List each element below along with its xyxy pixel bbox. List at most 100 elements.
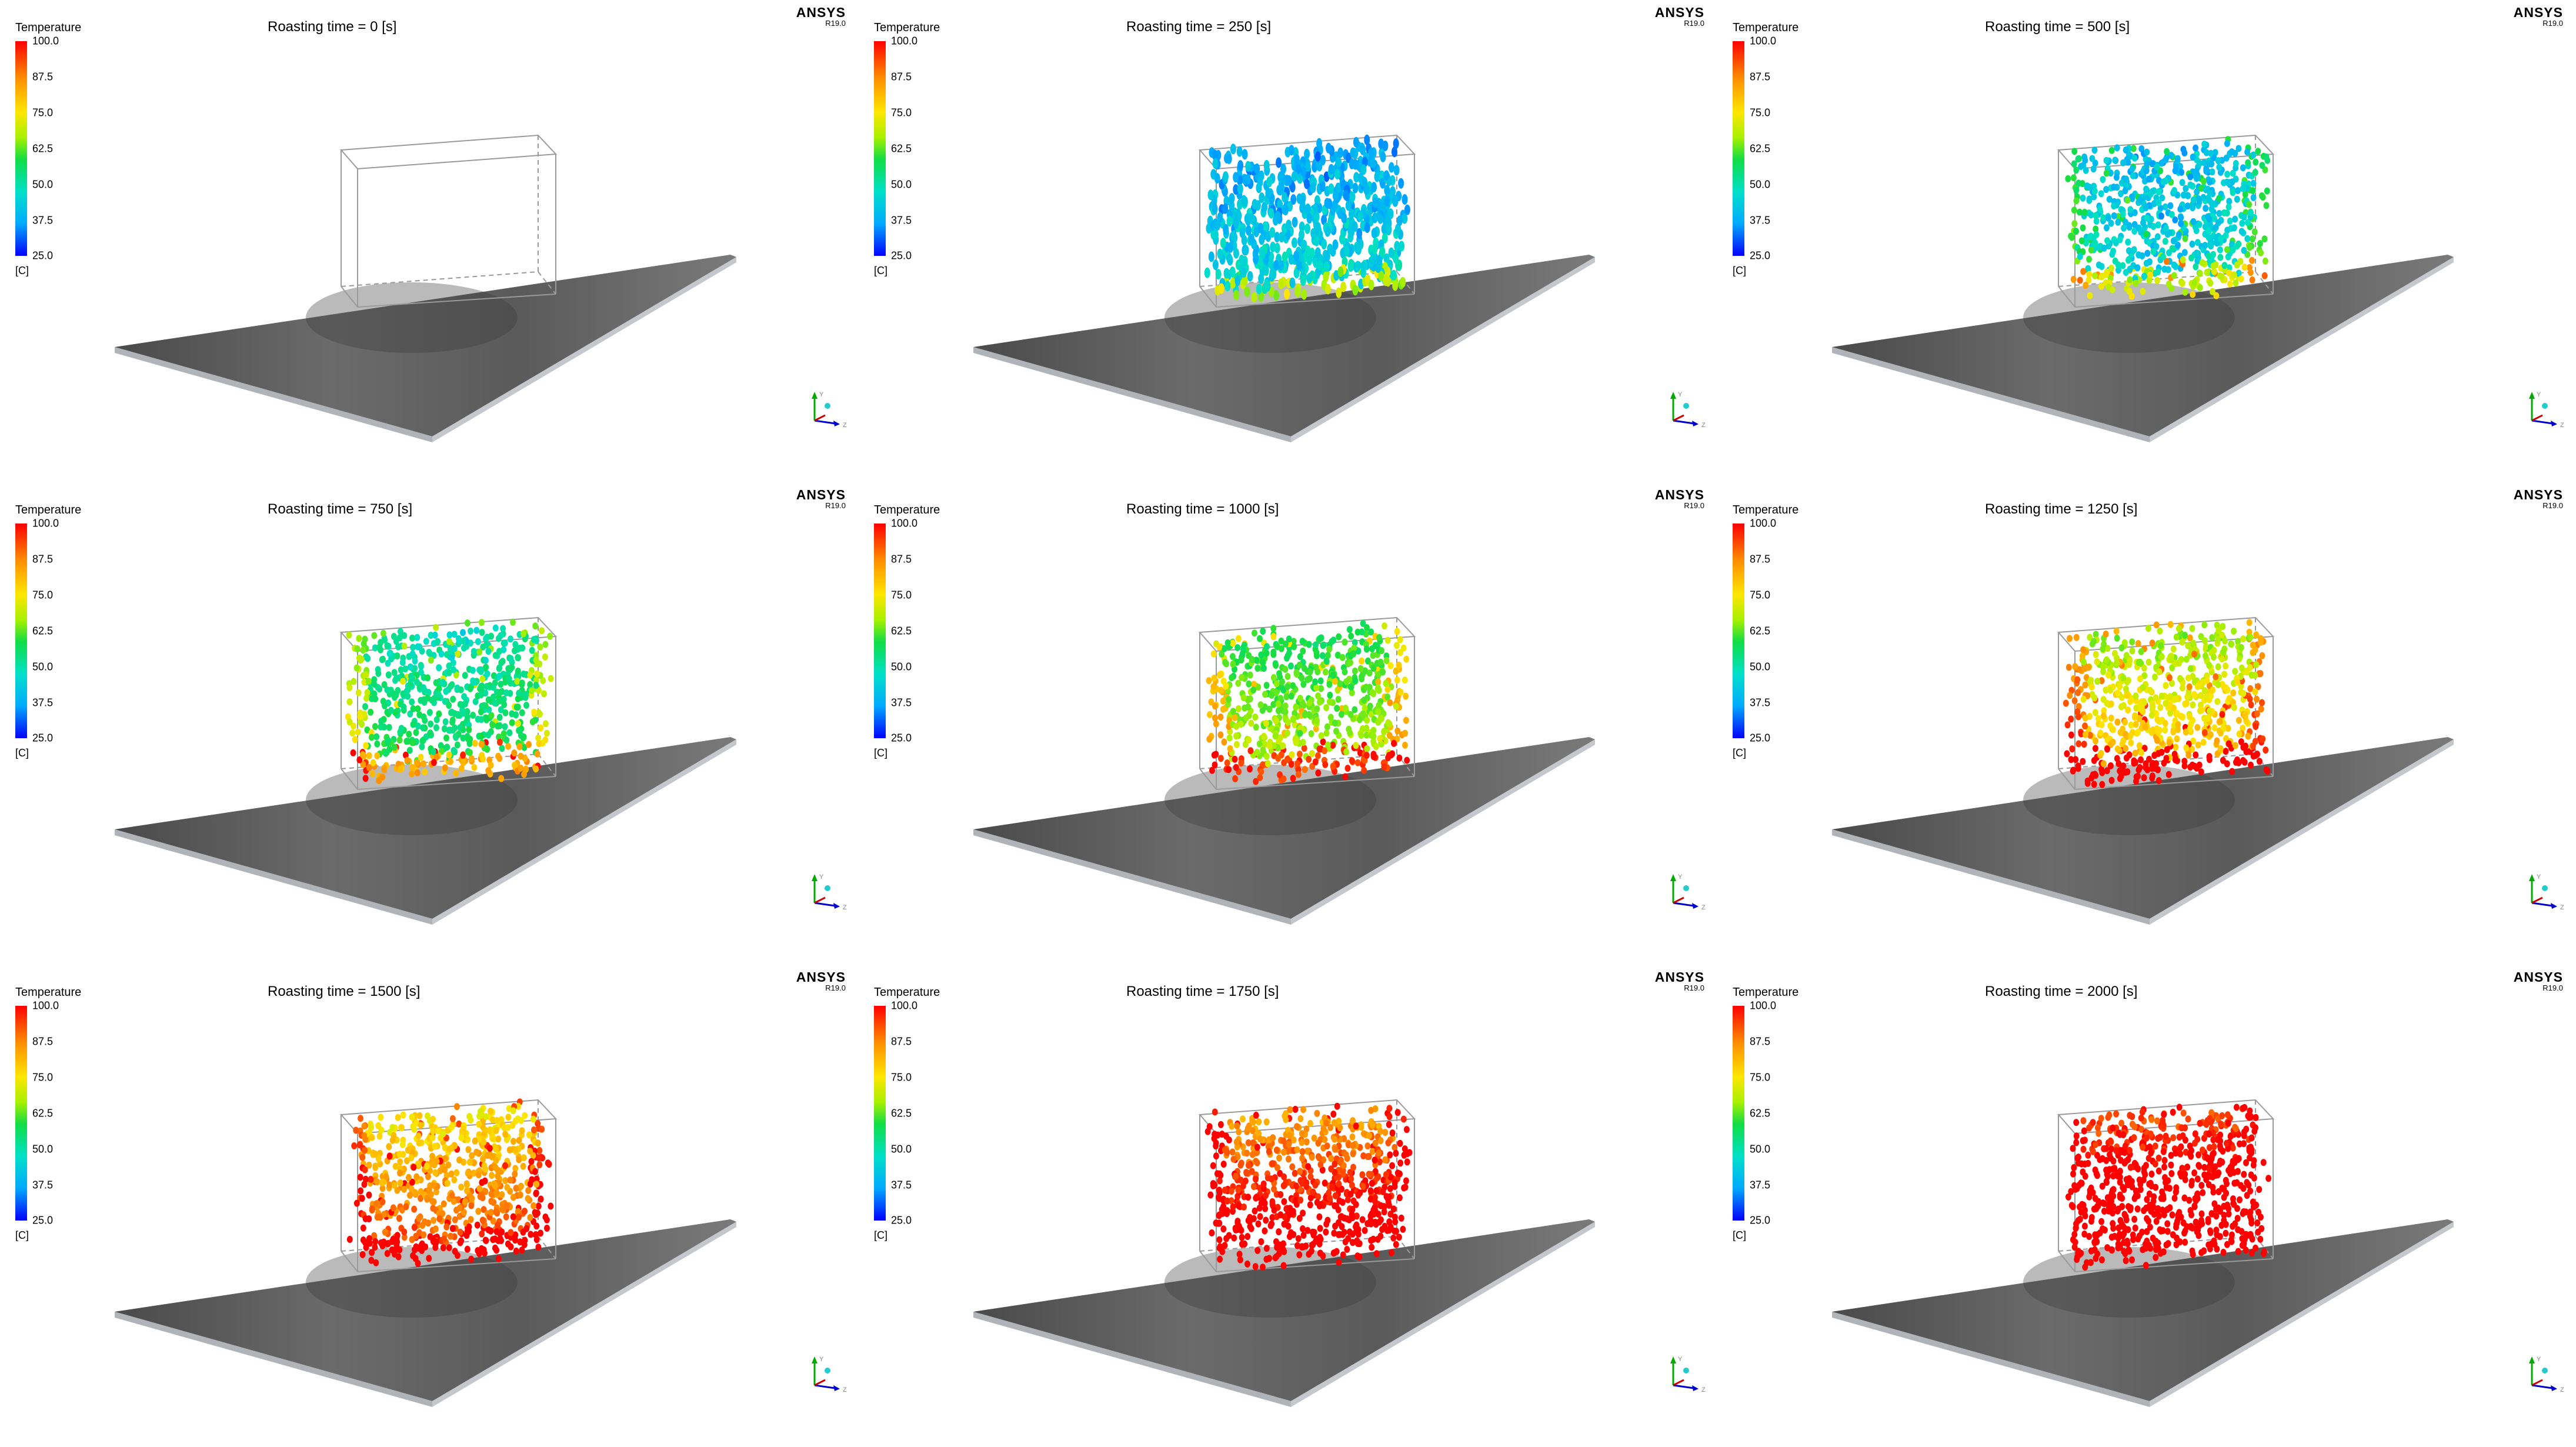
particle bbox=[2094, 231, 2100, 238]
particle bbox=[2207, 189, 2213, 196]
particle bbox=[1286, 1156, 1292, 1163]
particle bbox=[1353, 742, 1359, 749]
particle bbox=[1300, 638, 1306, 645]
particle bbox=[359, 721, 365, 728]
particle bbox=[2195, 742, 2201, 749]
particle bbox=[508, 1176, 513, 1183]
particle bbox=[2185, 675, 2191, 682]
particle bbox=[2232, 668, 2238, 675]
particle bbox=[1372, 213, 1378, 224]
particle bbox=[2247, 244, 2253, 251]
particle bbox=[1380, 152, 1386, 162]
particle bbox=[2183, 185, 2188, 192]
particle bbox=[2215, 157, 2221, 164]
particle bbox=[1324, 724, 1330, 731]
particle bbox=[497, 698, 503, 705]
particle bbox=[453, 770, 459, 777]
particle bbox=[1396, 755, 1402, 762]
particle bbox=[365, 689, 371, 696]
particle bbox=[1350, 192, 1356, 202]
particle bbox=[2104, 237, 2110, 244]
particle bbox=[2109, 777, 2115, 784]
particle bbox=[479, 619, 485, 626]
particle bbox=[470, 712, 476, 719]
particle bbox=[2077, 666, 2083, 674]
particle bbox=[1280, 742, 1286, 749]
particle bbox=[450, 1225, 456, 1232]
particle bbox=[1296, 1235, 1302, 1242]
particle bbox=[468, 1202, 474, 1209]
particle bbox=[2124, 768, 2130, 775]
particle bbox=[528, 1231, 533, 1238]
particle bbox=[1381, 763, 1387, 771]
particle bbox=[2260, 194, 2266, 201]
particle bbox=[1263, 720, 1269, 727]
particle bbox=[1233, 290, 1239, 301]
particle bbox=[1333, 239, 1339, 250]
particle bbox=[397, 736, 403, 743]
particle bbox=[429, 1198, 435, 1205]
particle bbox=[2227, 218, 2233, 225]
particle bbox=[460, 735, 466, 742]
particle bbox=[495, 1222, 500, 1229]
particle bbox=[1350, 1133, 1356, 1141]
legend-unit: [C] bbox=[15, 265, 29, 277]
particle bbox=[1373, 1221, 1379, 1228]
colorbar-tick-label: 25.0 bbox=[1750, 250, 1770, 262]
particle bbox=[520, 671, 526, 678]
particle bbox=[462, 672, 468, 679]
colorbar-tick-label: 100.0 bbox=[32, 35, 59, 48]
particle bbox=[1397, 1159, 1403, 1166]
axis-y-label: Y bbox=[2537, 391, 2541, 398]
particle bbox=[2089, 155, 2095, 162]
particle bbox=[512, 762, 518, 769]
particle bbox=[2073, 166, 2079, 174]
particle bbox=[2109, 147, 2115, 154]
particle bbox=[359, 1154, 365, 1161]
particle bbox=[510, 1107, 516, 1114]
particle bbox=[1367, 1213, 1373, 1220]
particle bbox=[2245, 219, 2251, 226]
axis-z-label: Z bbox=[2560, 904, 2564, 911]
particle bbox=[391, 1204, 396, 1211]
particle bbox=[2069, 745, 2075, 752]
particle bbox=[1271, 674, 1277, 681]
particle bbox=[1213, 259, 1219, 270]
particle bbox=[1387, 1113, 1393, 1120]
particle bbox=[530, 1202, 536, 1209]
particle bbox=[492, 699, 498, 706]
particle bbox=[1322, 1179, 1328, 1186]
particle bbox=[2247, 619, 2253, 626]
particle bbox=[532, 1168, 538, 1175]
particle bbox=[2174, 634, 2180, 641]
particle bbox=[1274, 680, 1280, 687]
particle bbox=[1339, 234, 1345, 244]
particle bbox=[2241, 247, 2247, 254]
particle bbox=[1397, 636, 1403, 644]
particle bbox=[1220, 1225, 1226, 1232]
particle bbox=[504, 1184, 510, 1191]
particle bbox=[542, 641, 548, 648]
ansys-logo: ANSYS R19.0 bbox=[1655, 487, 1704, 510]
particle bbox=[381, 766, 387, 773]
particle bbox=[489, 1191, 495, 1198]
colorbar-tick-label: 75.0 bbox=[32, 107, 53, 119]
particle bbox=[1269, 1221, 1274, 1228]
particle bbox=[1220, 706, 1226, 713]
particle bbox=[1393, 668, 1399, 675]
particle bbox=[496, 672, 502, 679]
particle bbox=[488, 1198, 494, 1205]
particle bbox=[1350, 651, 1356, 658]
particle bbox=[451, 1176, 457, 1183]
particle bbox=[466, 726, 472, 733]
particle bbox=[2236, 717, 2242, 724]
particle bbox=[513, 1185, 519, 1192]
particle bbox=[1276, 670, 1282, 677]
particle bbox=[1371, 751, 1377, 758]
particle bbox=[493, 1157, 499, 1164]
particle bbox=[2191, 691, 2197, 698]
particle bbox=[365, 655, 371, 662]
particle bbox=[1233, 723, 1239, 730]
particle bbox=[1300, 1209, 1306, 1216]
particle bbox=[2259, 652, 2265, 659]
